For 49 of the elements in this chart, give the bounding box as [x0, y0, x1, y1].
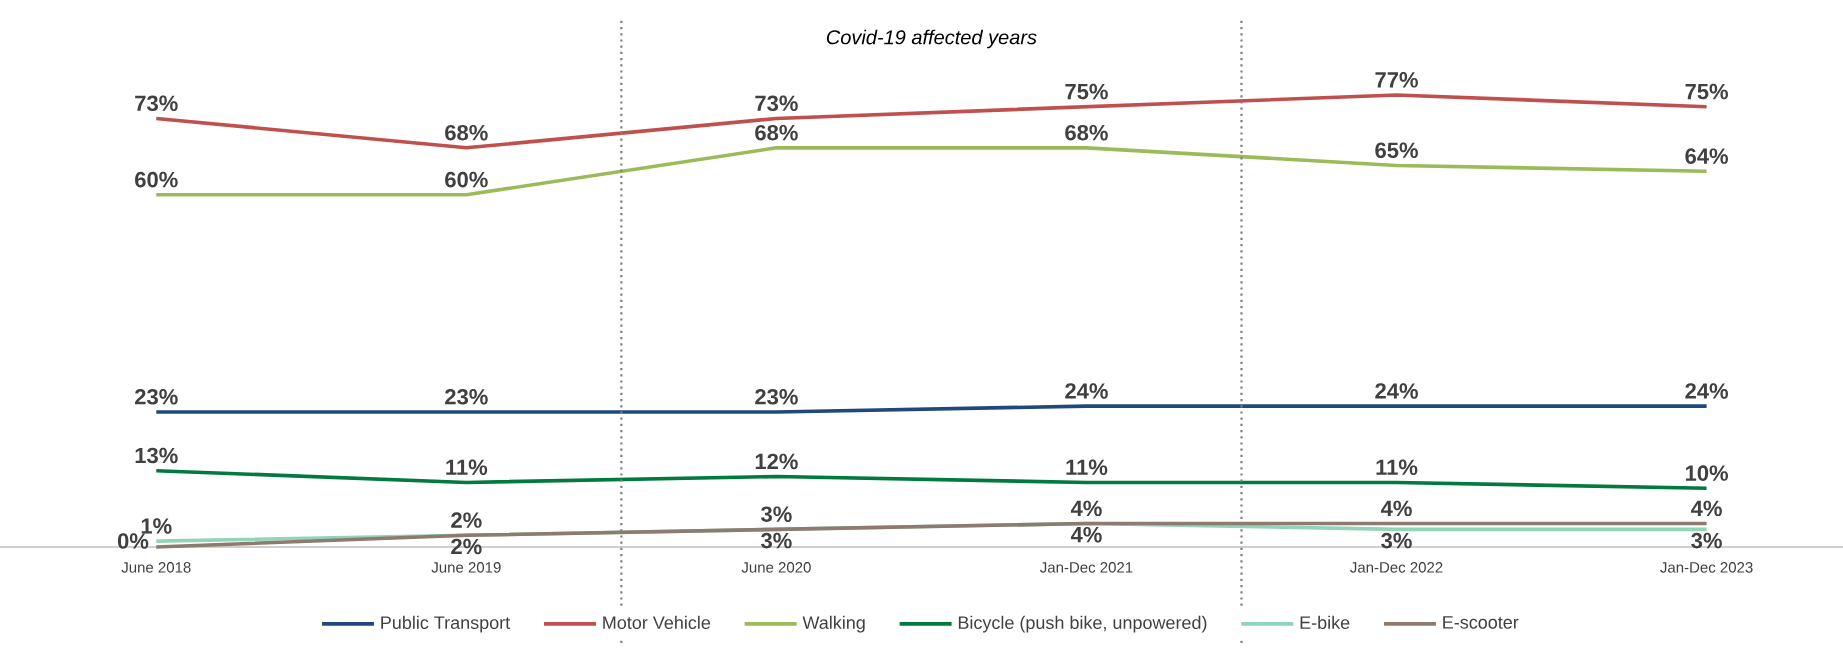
data-label: 4% [1070, 500, 1102, 517]
legend-label: Public Transport [381, 615, 511, 633]
data-label: 24% [1375, 383, 1418, 399]
data-label: 10% [1685, 465, 1729, 481]
data-label: 0% [117, 533, 149, 549]
data-label: 60% [445, 171, 488, 188]
data-label: 3% [1691, 532, 1722, 549]
data-label: 3% [761, 506, 792, 522]
x-tick-label: June 2020 [741, 562, 811, 573]
text: Covid-19 affected years [826, 29, 1037, 49]
data-label: 24% [1685, 383, 1729, 399]
data-label: 11% [446, 459, 488, 476]
data-label: 2% [451, 512, 482, 528]
data-label: 73% [135, 95, 178, 112]
data-label: 68% [755, 124, 798, 141]
data-label: 60% [135, 171, 178, 188]
data-label: 4% [1070, 526, 1102, 543]
data-label: 12% [755, 453, 798, 470]
data-label: 4% [1691, 500, 1722, 517]
data-label: 24% [1065, 383, 1108, 399]
legend-label: E-scooter [1443, 616, 1519, 629]
x-tick-label: June 2019 [431, 562, 501, 573]
data-label: 23% [135, 389, 178, 405]
legend-label: Walking [802, 615, 865, 633]
data-label: 73% [755, 95, 798, 112]
x-tick-label: Jan-Dec 2021 [1039, 562, 1133, 573]
data-label: 65% [1375, 142, 1418, 159]
data-label: 4% [1380, 500, 1412, 517]
x-tick-label: Jan-Dec 2023 [1660, 562, 1753, 573]
legend-label: E-bike [1300, 615, 1350, 630]
data-label: 77% [1375, 72, 1418, 88]
data-label: 75% [1065, 83, 1108, 100]
data-label: 13% [135, 447, 178, 464]
legend-label: Motor Vehicle [603, 615, 711, 630]
x-tick-label: June 2018 [121, 562, 191, 573]
data-label: 3% [761, 532, 792, 549]
data-label: 23% [445, 389, 488, 405]
data-label: 3% [1381, 532, 1412, 549]
data-label: 75% [1685, 83, 1729, 100]
data-label: 11% [1066, 459, 1108, 476]
x-tick-label: Jan-Dec 2022 [1350, 562, 1443, 573]
data-label: 1% [141, 518, 172, 534]
data-label: 68% [1065, 124, 1108, 141]
legend-label: Bicycle (push bike, unpowered) [958, 615, 1207, 633]
data-label: 23% [755, 389, 798, 405]
data-label: 11% [1376, 459, 1418, 476]
data-label: 2% [451, 538, 482, 555]
data-label: 64% [1685, 148, 1729, 164]
data-label: 68% [445, 124, 488, 141]
